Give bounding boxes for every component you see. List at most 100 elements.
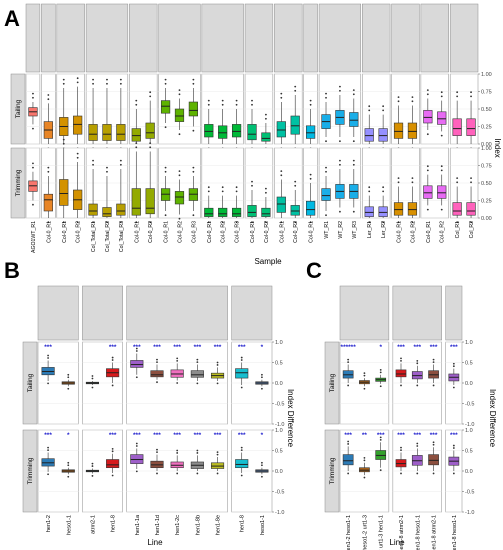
panel-b-facet-wang2018atrim2-hen1-8-significance: ***	[109, 344, 117, 351]
panel-c-facet-wang2018atrim2-hen1-8-atrm2-1-significance: ***	[430, 344, 438, 351]
panel-b-facet-zhao2012heso1-heso1-1-outlier	[261, 376, 263, 379]
facet-zhang20trex2-col-0-r1-outlier	[426, 133, 429, 136]
x-tick-wt-r3: WT_R3	[352, 221, 358, 239]
facet-manavella12cpl1-col-0-r2-outlier	[149, 142, 152, 145]
facet-li16ago-col-total-r2-box	[102, 207, 112, 217]
facet-manavella12cpl1-col-0-r1-box	[131, 128, 141, 142]
facet-montgomery08ago1-col-0-r3-outlier	[235, 103, 238, 106]
y-tick-label-1-0: -1.0	[275, 510, 284, 516]
facet-ren12tgh-col-0-r2-box	[261, 132, 271, 142]
facet-carbonell12ago1-col-0-r1-box	[43, 193, 53, 212]
x-tick-hen1-8e: hen1-8e	[216, 515, 222, 535]
x-tick-hen1-8: hen1-8	[240, 515, 246, 532]
facet-zhao12heso1-col-r1-outlier	[456, 177, 459, 180]
facet-montgomery08ago1-col-0-r1-outlier	[207, 99, 210, 102]
facet-tomassi20carp9-wt-r1-box	[321, 188, 331, 201]
panel-c-facet-wang2018atrim2-hen1-8-heso1-1-outlier	[416, 384, 419, 387]
panel-b-facet-zhao2012heso1-heso1-1-outlier	[261, 387, 263, 390]
facet-zhang20trex2-col-0-r2-outlier	[440, 169, 443, 172]
facet-su17smek1-col-0-r1-outlier	[309, 103, 312, 106]
panel-b-facet-zhao13ago1-hen1-8e-outlier	[216, 453, 219, 456]
facet-wang19atrim2-col-0-r2-box	[407, 202, 418, 216]
facet-mei18hws-col-0-r3-outlier	[192, 78, 195, 81]
facet-ren12tgh-col-0-r2-box	[290, 115, 300, 135]
facet-montgomery08ago1-col-0-r1-outlier	[207, 190, 210, 193]
x-tick-col-0-r2: Col-0_R2	[76, 221, 82, 243]
x-tick-col-0-r2: Col-0_R2	[410, 221, 416, 243]
facet-wang19atrim2-strip	[391, 3, 420, 73]
panel-b-facet-zhao13ago1-hen1-2c-outlier	[176, 472, 179, 475]
x-tick-heso1-2-urt1-3: heso1-2 urt1-3	[362, 515, 368, 550]
panel-c-facet-wang19henheso1urt1-heso1-2-urt1-3-outlier	[363, 374, 366, 377]
facet-ren12tgh-col-0-r2-outlier	[294, 180, 297, 183]
y-tick-label-0-00: 0.00	[481, 142, 492, 148]
facet-zhao12heso1-col-r2-box	[466, 202, 476, 216]
panel-b-facet-zhao2012heso1-heso1-1-outlier	[261, 475, 263, 478]
panel-a-x-label: Sample	[254, 257, 282, 266]
panel-a-row-label-tailing: Tailing	[15, 99, 22, 118]
facet-carbonell12ago1-col-0-r1-outlier	[47, 94, 50, 96]
facet-li16ago-col-total-r1-box	[88, 203, 98, 216]
facet-tomassi20carp9-wt-r2-outlier	[339, 210, 341, 213]
y-tick-label-0-25: 0.25	[481, 125, 492, 131]
facet-antibas16ago1-strip	[25, 3, 41, 73]
facet-gao20hyl1-strip	[56, 3, 85, 73]
facet-ren12tgh-col-0-r1-outlier	[251, 184, 253, 187]
y-tick-label-0-0: 0.0	[275, 381, 283, 387]
panel-b-facet-wang2018atrim2-hen1-8-box	[106, 459, 120, 469]
panel-b-facet-zhao2012heso1-hen1-8-outlier	[240, 446, 243, 449]
facet-zhao12heso1-col-r1-box	[452, 118, 462, 136]
x-tick-hen1-1a: hen1-1a	[135, 514, 141, 535]
x-tick-col-0-r2: Col-0_R2	[148, 221, 154, 243]
facet-mei18hws-col-0-r1-outlier	[164, 166, 167, 169]
panel-b-facet-zhao2012heso1-strip	[231, 285, 273, 341]
x-tick-col-0-r2: Col-0_R2	[440, 221, 446, 243]
panel-b-facet-wang19henheso1urt1-hen1-2-outlier	[47, 354, 49, 357]
facet-mei18hws-col-0-r1-outlier	[164, 82, 167, 85]
facet-antibas16ago1-ago1wt-r1-outlier	[32, 166, 34, 169]
panel-c-row-label-tailing: Tailing	[329, 373, 336, 392]
facet-montgomery08ago1-col-0-r2-outlier	[221, 186, 224, 189]
facet-carbonell12ago1-col-0-r1-outlier	[47, 221, 50, 224]
panel-c-facet-zhao2012heso1-hen1-8-heso1-1-outlier	[452, 365, 455, 368]
facet-li16ago-col-total-r2-outlier	[106, 221, 108, 224]
facet-zhao12heso1-col-r1-box	[452, 202, 462, 216]
panel-c-row-label-trimming: Trimming	[329, 457, 336, 484]
facet-wang19atrim2-col-0-r2-outlier	[411, 221, 414, 224]
panel-c-facet-wang19henheso1urt1-hen1-2-heso1-1-box	[342, 454, 354, 466]
facet-manavella12cpl1-col-0-r2-box	[145, 188, 155, 215]
facet-mei18hws-col-0-r3-box	[188, 101, 198, 117]
panel-c-facet-wang19henheso1urt1-hen1-2-heso1-1-significance: ***	[344, 432, 352, 439]
panel-c-facet-wang19henheso1urt1-heso1-2-urt1-3-hen1-1-significance: *	[379, 344, 382, 351]
panel-c-facet-wang2018atrim2-hen1-8-atrm2-1-significance: ***	[430, 432, 438, 439]
facet-wang19henheso1urt1-ler-r2-box	[378, 206, 388, 217]
panel-b-facet-zhao13ago1-hen1-8b-outlier	[196, 449, 199, 452]
panel-c-facet-wang2018atrim2-hen1-8-atrm2-1-outlier	[400, 384, 402, 387]
panel-c-facet-wang19henheso1urt1-heso1-2-urt1-3-hen1-1-outlier	[379, 469, 382, 472]
facet-tomassi20carp9-wt-r2-outlier	[339, 163, 341, 166]
panel-b-facet-wang2018atrim2-hen1-8-outlier	[111, 356, 114, 359]
panel-b-facet-wang19henheso1urt1-hen1-2-significance: ***	[44, 432, 52, 439]
panel-c-facet-zhao2012heso1-hen1-8-heso1-1-outlier	[452, 447, 455, 449]
facet-antibas16ago1-ago1wt-r1-outlier	[32, 162, 34, 165]
facet-mei18hws-col-0-r2-outlier	[178, 133, 181, 136]
facet-ren12tgh-col-0-r1-outlier	[251, 180, 253, 183]
facet-su17smek1-col-0-r1-outlier	[309, 99, 312, 102]
panel-c-row-strip-trimming	[324, 429, 340, 513]
facet-zhao12heso1-col-r2-box	[466, 118, 476, 136]
panel-b-facet-wang19henheso1urt1-hen1-2-outlier	[47, 449, 49, 451]
facet-li16ago-col-total-r3-box	[116, 203, 126, 216]
facet-zhao12heso1-col-r2-outlier	[470, 91, 472, 94]
facet-zhang20trex2-col-0-r1-box	[423, 185, 433, 199]
facet-wang19henheso1urt1-ler-r1-outlier	[368, 105, 371, 108]
facet-wang19henheso1urt1-ler-r2-outlier	[382, 105, 385, 108]
facet-mei18hws-col-0-r3-outlier	[192, 170, 195, 173]
x-tick-heso1-2-urt1-3-hen1-1: heso1-2 urt1-3 hen1-1	[379, 515, 385, 550]
facet-wang19atrim2-col-0-r1-outlier	[397, 96, 400, 98]
facet-montgomery08ago1-col-0-r2-box	[218, 125, 228, 139]
panel-c-facet-wang19henheso1urt1-heso1-2-urt1-3-hen1-1-outlier	[379, 371, 382, 374]
facet-li16ago-col-total-r3-outlier	[119, 78, 122, 81]
panel-b-facet-wang2018atrim2-atrm2-1-outlier	[91, 465, 94, 467]
facet-mei18hws-col-0-r2-outlier	[178, 170, 181, 173]
panel-b-facet-zhao13ago1-hen1-2c-outlier	[176, 357, 179, 360]
